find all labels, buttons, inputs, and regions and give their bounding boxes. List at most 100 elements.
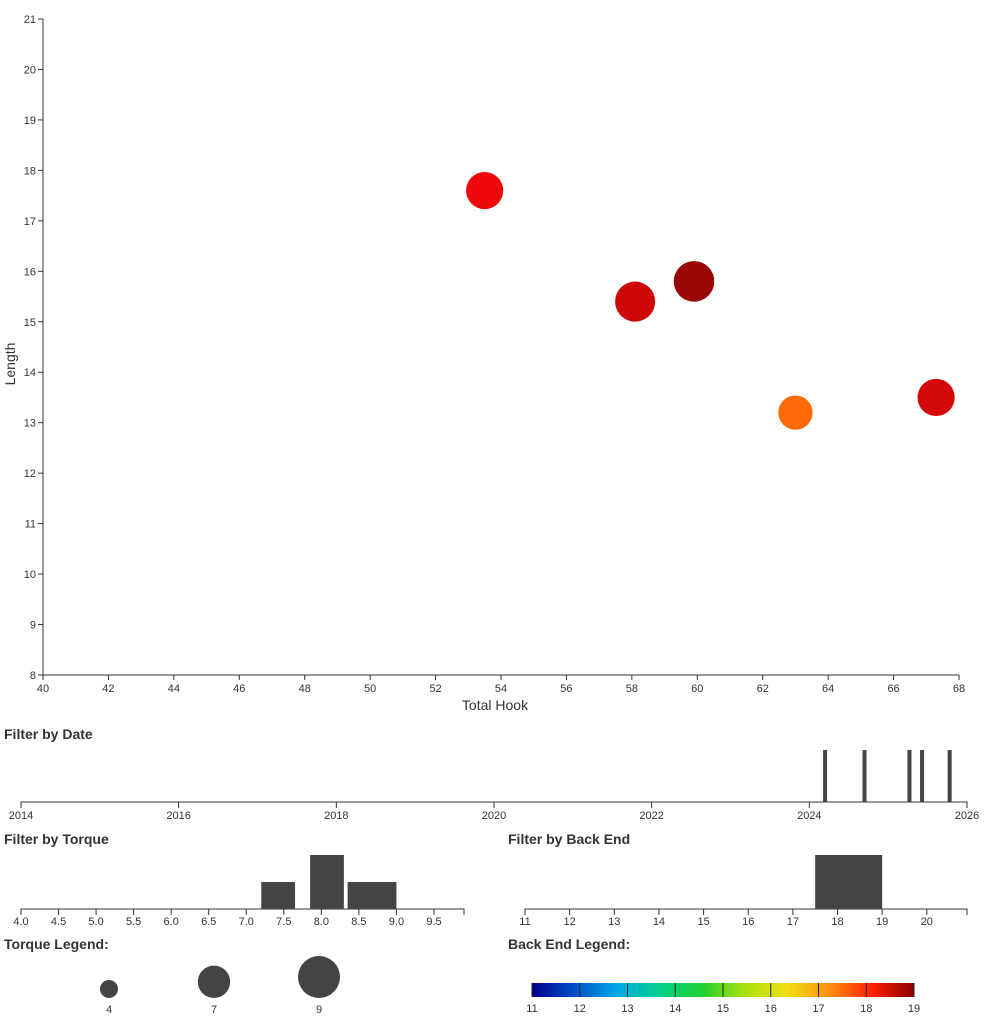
data-point[interactable] — [917, 378, 955, 417]
backend-tick-label: 11 — [519, 916, 530, 928]
y-tick-label: 20 — [24, 64, 36, 76]
backend-tick-label: 20 — [921, 916, 933, 928]
torque-tick-label: 9.0 — [389, 916, 404, 928]
x-axis-title: Total Hook — [462, 697, 529, 713]
backend-bar[interactable] — [815, 855, 883, 909]
x-tick-label: 46 — [233, 683, 245, 695]
y-axis-title: Length — [2, 343, 18, 386]
torque-legend-circle — [298, 956, 340, 998]
date-bar[interactable] — [947, 750, 952, 802]
y-tick-label: 19 — [24, 115, 36, 127]
torque-legend-label: 7 — [211, 1004, 217, 1016]
torque-bars[interactable] — [261, 855, 397, 909]
torque-filter[interactable]: Filter by Torque 4.0 4.5 5.0 5.5 6.0 6.5 7.0 7.… — [4, 831, 465, 928]
torque-tick-label: 5.0 — [88, 916, 103, 928]
scatter-points[interactable] — [466, 171, 955, 430]
y-tick-label: 18 — [24, 165, 36, 177]
torque-tick-label: 4.0 — [13, 916, 28, 928]
torque-tick-label: 8.0 — [314, 916, 329, 928]
y-axis: 8 9 10 11 12 13 14 15 16 17 18 19 20 21 — [24, 14, 44, 682]
x-tick-label: 64 — [822, 683, 834, 695]
torque-legend-items: 4 7 9 — [100, 956, 340, 1016]
backend-tick-label: 13 — [608, 916, 620, 928]
torque-tick-label: 4.5 — [51, 916, 66, 928]
scatter-plot: 40 42 44 46 48 50 52 54 56 58 60 62 64 66 68 8 9 10 11 12 1… — [2, 14, 965, 713]
backend-bars[interactable] — [815, 855, 883, 909]
x-tick-label: 44 — [168, 683, 180, 695]
data-point[interactable] — [615, 281, 656, 322]
date-bars[interactable] — [823, 750, 952, 802]
x-tick-label: 56 — [560, 683, 572, 695]
y-tick-label: 13 — [24, 418, 36, 430]
x-tick-label: 40 — [37, 683, 49, 695]
date-filter[interactable]: Filter by Date 2014 2016 2018 2020 2022 2024 2… — [4, 726, 979, 822]
torque-bar[interactable] — [310, 855, 344, 909]
backend-tick-label: 12 — [564, 916, 576, 928]
y-tick-label: 9 — [30, 620, 36, 632]
backend-tick-label: 14 — [653, 916, 665, 928]
torque-legend-title: Torque Legend: — [4, 936, 109, 952]
date-tick-label: 2026 — [955, 810, 979, 822]
date-tick-label: 2014 — [9, 810, 33, 822]
backend-axis-line — [524, 908, 968, 915]
date-bar[interactable] — [920, 750, 925, 802]
torque-tick-label: 7.5 — [276, 916, 291, 928]
torque-legend-label: 9 — [316, 1004, 322, 1016]
x-tick-label: 54 — [495, 683, 507, 695]
x-tick-label: 68 — [953, 683, 965, 695]
backend-legend-label: 15 — [717, 1003, 729, 1015]
backend-legend-title: Back End Legend: — [508, 936, 630, 952]
torque-bar[interactable] — [347, 882, 397, 909]
x-tick-label: 58 — [626, 683, 638, 695]
backend-tick-label: 16 — [742, 916, 754, 928]
y-tick-label: 21 — [24, 14, 36, 26]
backend-tick-label: 15 — [697, 916, 709, 928]
y-tick-label: 10 — [24, 569, 36, 581]
backend-legend-label: 19 — [908, 1003, 920, 1015]
backend-legend-label: 14 — [669, 1003, 681, 1015]
torque-legend: Torque Legend: 4 7 9 — [4, 936, 340, 1016]
backend-tick-label: 19 — [876, 916, 888, 928]
backend-legend-label: 18 — [860, 1003, 872, 1015]
backend-legend-label: 11 — [526, 1003, 537, 1015]
torque-legend-circle — [100, 980, 118, 998]
y-tick-label: 16 — [24, 266, 36, 278]
backend-legend-label: 16 — [765, 1003, 777, 1015]
y-tick-label: 12 — [24, 468, 36, 480]
date-filter-title: Filter by Date — [4, 726, 93, 742]
torque-tick-label: 6.5 — [201, 916, 216, 928]
torque-tick-label: 6.0 — [164, 916, 179, 928]
y-tick-label: 8 — [30, 670, 36, 682]
x-axis: 40 42 44 46 48 50 52 54 56 58 60 62 64 66 68 — [37, 674, 965, 695]
backend-legend-label: 12 — [574, 1003, 586, 1015]
torque-tick-label: 8.5 — [351, 916, 366, 928]
date-tick-label: 2020 — [482, 810, 506, 822]
data-point[interactable] — [778, 395, 813, 430]
torque-tick-label: 9.5 — [426, 916, 441, 928]
y-tick-label: 11 — [25, 519, 36, 531]
data-point[interactable] — [466, 171, 504, 210]
torque-axis-line — [20, 908, 465, 915]
backend-filter[interactable]: Filter by Back End 11 12 13 14 15 16 17 18 19 20 — [508, 831, 968, 928]
backend-axis: 11 12 13 14 15 16 17 18 19 20 — [519, 908, 968, 928]
x-tick-label: 52 — [429, 683, 441, 695]
y-tick-label: 17 — [24, 216, 36, 228]
torque-tick-label: 7.0 — [239, 916, 254, 928]
torque-filter-title: Filter by Torque — [4, 831, 109, 847]
x-tick-label: 62 — [757, 683, 769, 695]
date-axis: 2014 2016 2018 2020 2022 2024 2026 — [9, 801, 979, 822]
date-tick-label: 2018 — [324, 810, 348, 822]
backend-legend: Back End Legend: 11 12 13 14 15 16 17 18 19 — [508, 936, 920, 1015]
date-bar[interactable] — [823, 750, 828, 802]
date-bar[interactable] — [862, 750, 867, 802]
torque-bar[interactable] — [261, 882, 296, 909]
y-tick-label: 15 — [24, 317, 36, 329]
backend-tick-label: 18 — [831, 916, 843, 928]
torque-legend-label: 4 — [106, 1004, 112, 1016]
data-point[interactable] — [673, 261, 715, 302]
x-tick-label: 50 — [364, 683, 376, 695]
torque-axis: 4.0 4.5 5.0 5.5 6.0 6.5 7.0 7.5 8.0 8.5 9.0 9.5 — [13, 908, 465, 928]
date-bar[interactable] — [907, 750, 912, 802]
backend-legend-label: 17 — [812, 1003, 824, 1015]
